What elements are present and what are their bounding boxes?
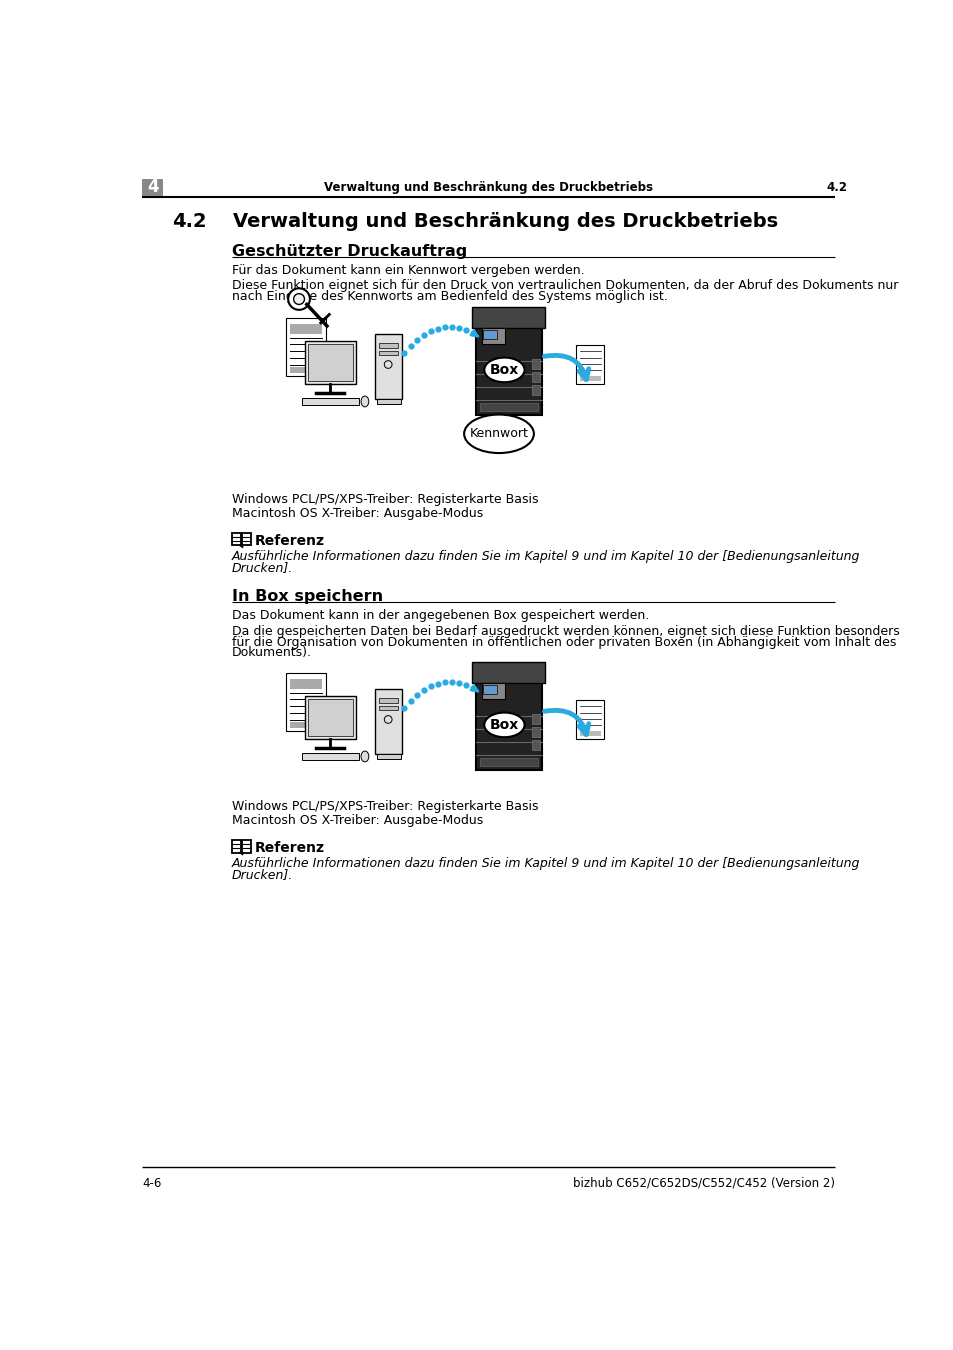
FancyBboxPatch shape [532, 714, 539, 724]
Text: Drucken].: Drucken]. [232, 560, 293, 574]
FancyBboxPatch shape [286, 674, 326, 732]
FancyBboxPatch shape [375, 688, 402, 755]
Text: Verwaltung und Beschränkung des Druckbetriebs: Verwaltung und Beschränkung des Druckbet… [233, 212, 778, 231]
Ellipse shape [484, 713, 524, 737]
FancyBboxPatch shape [472, 662, 545, 683]
FancyBboxPatch shape [305, 697, 355, 738]
FancyBboxPatch shape [142, 180, 162, 196]
FancyBboxPatch shape [483, 684, 497, 694]
Ellipse shape [360, 751, 369, 761]
Text: 4.2: 4.2 [825, 181, 846, 194]
Text: Box: Box [489, 718, 518, 732]
Text: Geschützter Druckauftrag: Geschützter Druckauftrag [232, 244, 466, 259]
FancyBboxPatch shape [481, 328, 505, 344]
Text: Ausführliche Informationen dazu finden Sie im Kapitel 9 und im Kapitel 10 der [B: Ausführliche Informationen dazu finden S… [232, 549, 859, 563]
Text: Referenz: Referenz [254, 533, 325, 548]
Text: Da die gespeicherten Daten bei Bedarf ausgedruckt werden können, eignet sich die: Da die gespeicherten Daten bei Bedarf au… [232, 625, 899, 637]
FancyBboxPatch shape [378, 343, 397, 347]
FancyBboxPatch shape [241, 533, 251, 545]
Text: Macintosh OS X-Treiber: Ausgabe-Modus: Macintosh OS X-Treiber: Ausgabe-Modus [232, 508, 482, 520]
FancyBboxPatch shape [286, 319, 326, 377]
Text: Für das Dokument kann ein Kennwort vergeben werden.: Für das Dokument kann ein Kennwort verge… [232, 265, 583, 277]
Text: nach Eingabe des Kennworts am Bedienfeld des Systems möglich ist.: nach Eingabe des Kennworts am Bedienfeld… [232, 290, 667, 302]
FancyBboxPatch shape [532, 728, 539, 737]
FancyBboxPatch shape [378, 351, 397, 355]
Text: Drucken].: Drucken]. [232, 868, 293, 882]
FancyBboxPatch shape [579, 732, 599, 736]
Circle shape [384, 716, 392, 724]
Text: Box: Box [489, 363, 518, 377]
FancyBboxPatch shape [302, 398, 358, 405]
FancyBboxPatch shape [290, 722, 322, 728]
FancyBboxPatch shape [290, 367, 322, 373]
FancyBboxPatch shape [290, 324, 322, 333]
Text: Diese Funktion eignet sich für den Druck von vertraulichen Dokumenten, da der Ab: Diese Funktion eignet sich für den Druck… [232, 279, 897, 292]
FancyBboxPatch shape [308, 699, 353, 736]
FancyBboxPatch shape [302, 752, 358, 760]
Text: Windows PCL/PS/XPS-Treiber: Registerkarte Basis: Windows PCL/PS/XPS-Treiber: Registerkart… [232, 493, 537, 506]
Ellipse shape [360, 396, 369, 406]
Text: In Box speichern: In Box speichern [232, 589, 382, 603]
Text: Referenz: Referenz [254, 841, 325, 855]
FancyBboxPatch shape [290, 679, 322, 688]
Circle shape [384, 360, 392, 369]
Text: Kennwort: Kennwort [469, 428, 528, 440]
FancyBboxPatch shape [476, 315, 541, 414]
FancyBboxPatch shape [232, 533, 241, 545]
Text: Verwaltung und Beschränkung des Druckbetriebs: Verwaltung und Beschränkung des Druckbet… [324, 181, 653, 194]
FancyBboxPatch shape [476, 670, 541, 770]
Text: Windows PCL/PS/XPS-Treiber: Registerkarte Basis: Windows PCL/PS/XPS-Treiber: Registerkart… [232, 801, 537, 813]
FancyBboxPatch shape [232, 840, 241, 853]
Text: Das Dokument kann in der angegebenen Box gespeichert werden.: Das Dokument kann in der angegebenen Box… [232, 609, 648, 622]
Text: 4: 4 [147, 178, 158, 196]
FancyBboxPatch shape [483, 329, 497, 339]
Text: 4-6: 4-6 [142, 1177, 162, 1189]
FancyBboxPatch shape [375, 333, 402, 400]
FancyBboxPatch shape [532, 740, 539, 751]
FancyBboxPatch shape [532, 385, 539, 396]
Text: Macintosh OS X-Treiber: Ausgabe-Modus: Macintosh OS X-Treiber: Ausgabe-Modus [232, 814, 482, 828]
Circle shape [288, 289, 310, 310]
FancyBboxPatch shape [376, 755, 400, 759]
Circle shape [294, 294, 304, 305]
Text: Ausführliche Informationen dazu finden Sie im Kapitel 9 und im Kapitel 10 der [B: Ausführliche Informationen dazu finden S… [232, 857, 859, 871]
Ellipse shape [464, 414, 534, 454]
FancyBboxPatch shape [241, 840, 251, 853]
FancyBboxPatch shape [376, 400, 400, 404]
FancyBboxPatch shape [472, 306, 545, 328]
Text: für die Organisation von Dokumenten in öffentlichen oder privaten Boxen (in Abhä: für die Organisation von Dokumenten in ö… [232, 636, 895, 648]
FancyBboxPatch shape [378, 698, 397, 702]
Text: 4.2: 4.2 [172, 212, 207, 231]
FancyBboxPatch shape [308, 344, 353, 381]
FancyBboxPatch shape [481, 683, 505, 699]
Text: Dokuments).: Dokuments). [232, 647, 312, 659]
FancyBboxPatch shape [576, 346, 603, 383]
FancyBboxPatch shape [576, 701, 603, 738]
Ellipse shape [484, 358, 524, 382]
Text: bizhub C652/C652DS/C552/C452 (Version 2): bizhub C652/C652DS/C552/C452 (Version 2) [573, 1177, 835, 1189]
FancyBboxPatch shape [532, 359, 539, 369]
FancyBboxPatch shape [479, 757, 537, 765]
FancyBboxPatch shape [532, 373, 539, 382]
FancyBboxPatch shape [479, 404, 537, 410]
FancyBboxPatch shape [579, 377, 599, 381]
FancyBboxPatch shape [305, 342, 355, 383]
FancyBboxPatch shape [378, 706, 397, 710]
